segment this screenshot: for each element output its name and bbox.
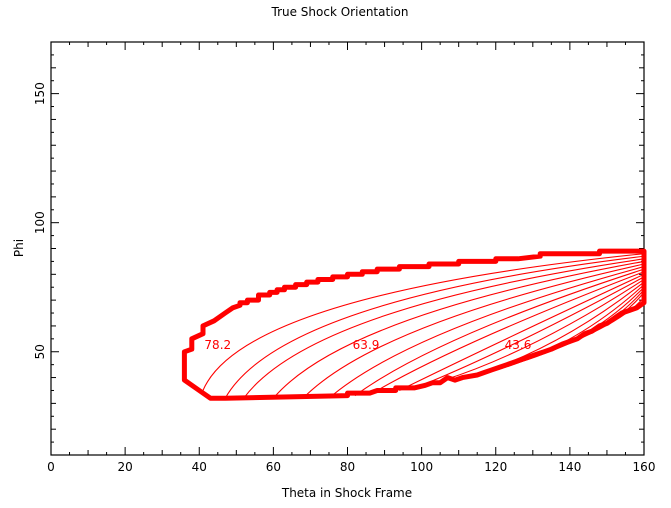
y-axis-label: Phi xyxy=(12,239,26,257)
contour-line xyxy=(224,255,645,399)
contour-line xyxy=(421,276,645,386)
x-tick-label: 140 xyxy=(558,460,581,474)
contour-line xyxy=(272,260,645,399)
contour-line xyxy=(202,253,645,391)
y-tick-label: 50 xyxy=(33,344,47,359)
contour-value-label: 63.9 xyxy=(353,338,380,352)
x-tick-label: 40 xyxy=(192,460,207,474)
contour-line xyxy=(443,279,645,381)
axis-ticks: 0 20 40 60 80 100 120 140 160 50 100 150 xyxy=(33,41,656,474)
y-tick-label: 100 xyxy=(33,211,47,234)
x-tick-label: 0 xyxy=(47,460,55,474)
contour-boundary xyxy=(181,248,647,401)
contour-line xyxy=(376,271,645,391)
contour-line xyxy=(354,268,645,397)
x-tick-label: 120 xyxy=(484,460,507,474)
x-tick-label: 20 xyxy=(117,460,132,474)
chart-title: True Shock Orientation xyxy=(271,5,409,19)
y-tick-label: 150 xyxy=(33,82,47,105)
boundary-contour xyxy=(181,248,647,401)
contour-line xyxy=(243,258,645,399)
contour-value-label: 43.6 xyxy=(505,338,532,352)
contour-lines xyxy=(202,253,645,399)
x-tick-label: 100 xyxy=(410,460,433,474)
x-axis-label: Theta in Shock Frame xyxy=(281,486,412,500)
contour-labels: 78.2 63.9 43.6 xyxy=(204,338,531,352)
x-tick-label: 160 xyxy=(633,460,656,474)
contour-line xyxy=(302,263,645,399)
contour-value-label: 78.2 xyxy=(204,338,231,352)
contour-line xyxy=(399,273,645,391)
x-tick-label: 60 xyxy=(266,460,281,474)
x-tick-label: 80 xyxy=(340,460,355,474)
contour-line xyxy=(328,266,645,399)
